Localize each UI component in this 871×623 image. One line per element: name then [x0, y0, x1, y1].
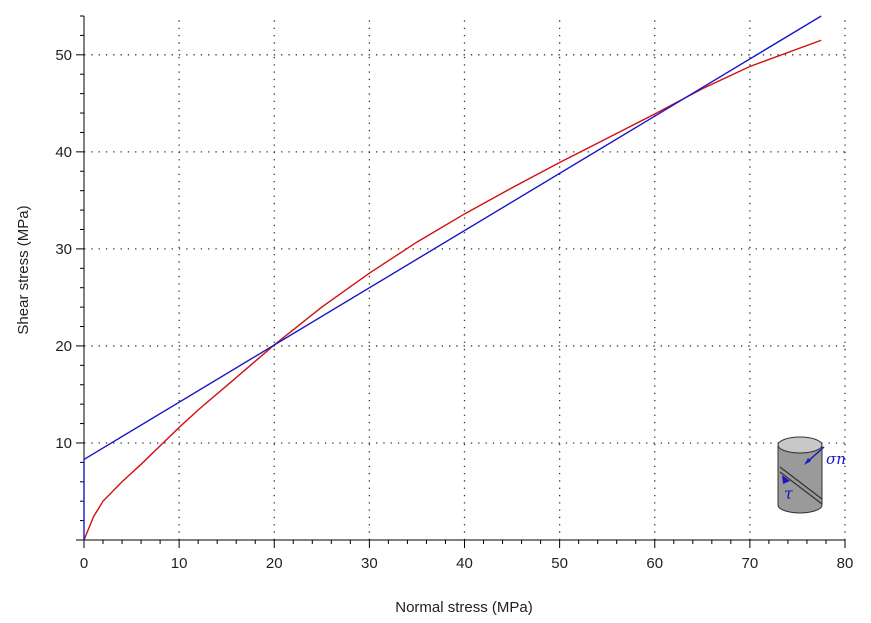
series-line-0 [83, 39, 822, 541]
shear-cylinder-icon: σn τ [777, 436, 846, 514]
x-tick-label: 50 [551, 555, 568, 572]
y-tick-label: 40 [55, 144, 72, 161]
x-tick-label: 80 [837, 555, 854, 572]
series-lines [83, 15, 822, 541]
x-tick-label: 0 [80, 555, 88, 572]
series-line-1 [83, 15, 822, 461]
y-tick-label: 50 [55, 47, 72, 64]
y-tick-labels: 10 20 30 40 50 [55, 47, 72, 452]
y-tick-label: 30 [55, 241, 72, 258]
x-tick-label: 70 [742, 555, 759, 572]
x-tick-labels: 0 10 20 30 40 50 60 70 80 [80, 555, 854, 572]
x-tick-label: 40 [456, 555, 473, 572]
y-tick-label: 10 [55, 435, 72, 452]
y-axis-title: Shear stress (MPa) [15, 205, 32, 334]
x-tick-label: 20 [266, 555, 283, 572]
x-tick-label: 60 [646, 555, 663, 572]
x-tick-label: 30 [361, 555, 378, 572]
tick-marks [76, 15, 846, 548]
x-tick-label: 10 [171, 555, 188, 572]
grid-lines [84, 16, 846, 540]
sigma-n-label: σn [826, 450, 846, 468]
tau-label: τ [784, 484, 794, 503]
y-tick-label: 20 [55, 338, 72, 355]
x-axis-title: Normal stress (MPa) [395, 599, 533, 616]
